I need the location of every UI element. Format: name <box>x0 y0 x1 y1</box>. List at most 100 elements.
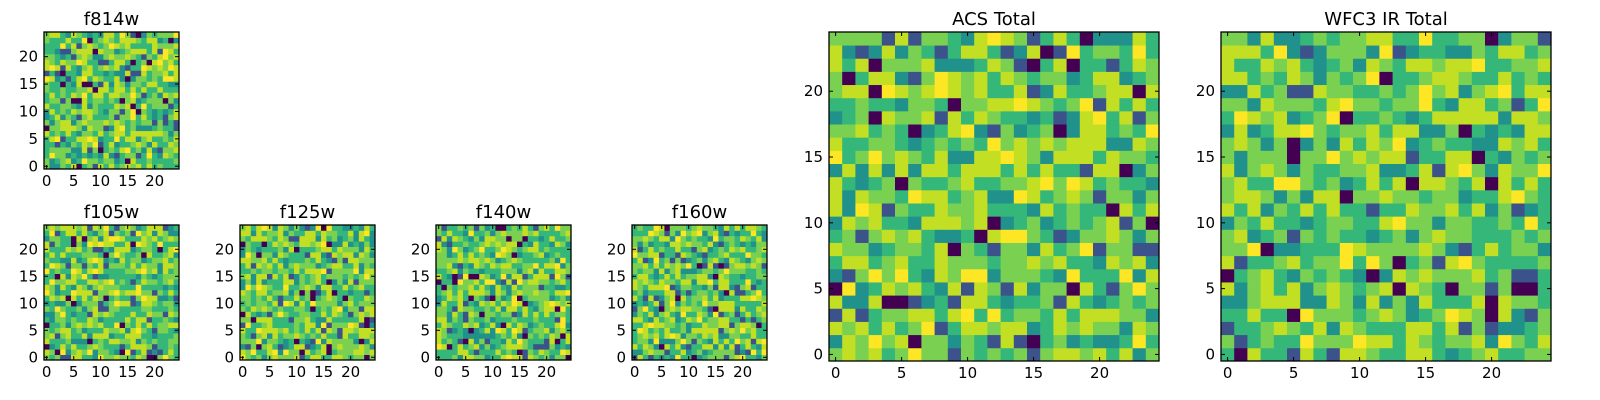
heatmap-cell <box>315 327 322 334</box>
heatmap-cell <box>1471 176 1486 191</box>
x-tick-label: 5 <box>461 363 471 381</box>
heatmap-cell <box>87 147 93 153</box>
heatmap-cell <box>1013 84 1028 99</box>
heatmap-cell <box>114 114 120 121</box>
heatmap-cell <box>1287 97 1301 112</box>
heatmap-cell <box>637 338 644 345</box>
heatmap-cell <box>527 322 534 328</box>
heatmap-cell <box>81 235 88 242</box>
heatmap-cell <box>119 92 126 99</box>
heatmap-cell <box>162 235 169 242</box>
heatmap-cell <box>1119 321 1133 336</box>
heatmap-cell <box>533 333 539 339</box>
heatmap-cell <box>1287 268 1301 283</box>
heatmap-cell <box>98 48 104 55</box>
heatmap-cell <box>1093 255 1107 270</box>
heatmap-cell <box>331 235 338 242</box>
heatmap-cell <box>119 338 126 345</box>
heatmap-cell <box>495 262 502 269</box>
heatmap-cell <box>506 338 512 345</box>
heatmap-cell <box>934 176 949 191</box>
heatmap-cell <box>135 262 142 269</box>
heatmap-cell <box>157 349 164 355</box>
heatmap-cell <box>479 354 485 361</box>
heatmap-cell <box>1287 242 1301 257</box>
heatmap-cell <box>517 300 523 307</box>
heatmap-cell <box>245 349 252 355</box>
heatmap-cell <box>680 300 687 307</box>
heatmap-cell <box>358 225 365 231</box>
heatmap-cell <box>173 235 180 242</box>
heatmap-cell <box>87 103 93 110</box>
heatmap-cell <box>1379 176 1393 191</box>
heatmap-cell <box>162 103 169 110</box>
heatmap-cell <box>1379 255 1393 270</box>
heatmap-cell <box>54 81 61 88</box>
heatmap-cell <box>1027 282 1041 296</box>
heatmap-cell <box>484 225 491 231</box>
heatmap-cell <box>108 289 115 296</box>
heatmap-cell <box>54 125 61 132</box>
heatmap-cell <box>1537 58 1552 72</box>
heatmap-cell <box>81 252 88 258</box>
heatmap-cell <box>256 338 262 345</box>
heatmap-cell <box>1247 216 1261 230</box>
heatmap-cell <box>750 289 757 296</box>
heatmap-cell <box>71 322 77 328</box>
heatmap-cell <box>1405 308 1420 322</box>
heatmap-cell <box>538 273 545 280</box>
heatmap-cell <box>675 279 681 285</box>
heatmap-cell <box>103 316 110 323</box>
heatmap-cell <box>331 354 338 361</box>
heatmap-cell <box>168 316 174 323</box>
heatmap-cell <box>240 349 246 355</box>
heatmap-cell <box>842 321 856 336</box>
heatmap-cell <box>81 103 88 110</box>
heatmap-cell <box>76 230 83 237</box>
heatmap-cell <box>463 273 469 280</box>
heatmap-cell <box>108 354 115 361</box>
heatmap-cell <box>1273 176 1288 191</box>
heatmap-cell <box>686 279 692 285</box>
heatmap-cell <box>114 136 120 142</box>
heatmap-cell <box>60 70 66 77</box>
heatmap-cell <box>544 268 550 274</box>
heatmap-cell <box>250 241 257 247</box>
heatmap-cell <box>637 349 644 355</box>
heatmap-cell <box>321 306 327 312</box>
heatmap-cell <box>1145 110 1160 125</box>
heatmap-cell <box>261 354 268 361</box>
heatmap-cell <box>696 257 703 264</box>
heatmap-cell <box>272 284 279 291</box>
heatmap-cell <box>250 262 257 269</box>
heatmap-cell <box>1485 229 1499 243</box>
heatmap-cell <box>71 252 77 258</box>
heatmap-cell <box>76 92 83 99</box>
heatmap-cell <box>686 246 692 253</box>
heatmap-cell <box>1221 203 1235 217</box>
heatmap-cell <box>723 230 730 237</box>
heatmap-cell <box>173 311 180 318</box>
heatmap-cell <box>321 241 327 247</box>
heatmap-cell <box>1445 45 1459 59</box>
heatmap-cell <box>141 97 147 104</box>
heatmap-cell <box>1339 45 1354 59</box>
heatmap-cell <box>108 246 115 253</box>
heatmap-cell <box>256 279 262 285</box>
heatmap-cell <box>369 262 376 269</box>
heatmap-cell <box>168 152 174 159</box>
heatmap-cell <box>490 284 496 291</box>
heatmap-cell <box>718 284 725 291</box>
heatmap-cell <box>961 71 975 86</box>
heatmap-cell <box>348 327 354 334</box>
heatmap-cell <box>277 252 284 258</box>
heatmap-cell <box>740 252 746 258</box>
heatmap-cell <box>71 306 77 312</box>
heatmap-cell <box>974 268 988 283</box>
axes-frame <box>239 224 376 361</box>
heatmap-cell <box>637 295 644 301</box>
heatmap-cell <box>108 295 115 301</box>
heatmap-cell <box>76 97 83 104</box>
heatmap-cell <box>81 130 88 137</box>
